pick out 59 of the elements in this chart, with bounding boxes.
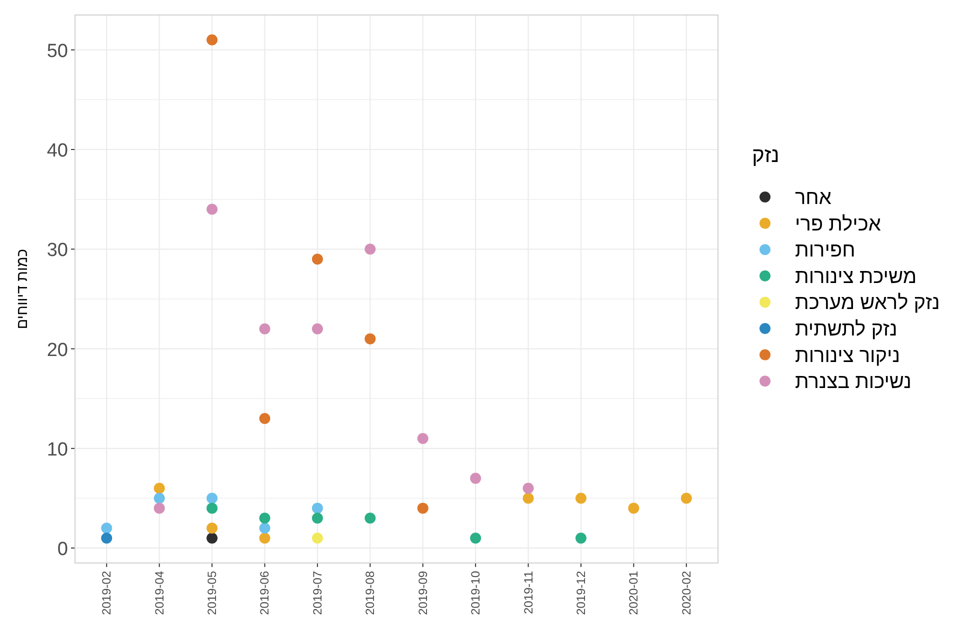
legend-label: נשיכות בצנרת xyxy=(795,371,912,394)
point xyxy=(154,502,165,514)
point xyxy=(575,532,586,544)
point xyxy=(206,204,218,215)
point xyxy=(259,532,270,544)
point xyxy=(575,492,586,504)
x-tick-label: 2019-11 xyxy=(521,570,536,614)
x-tick-label: 2019-07 xyxy=(310,570,324,616)
point xyxy=(364,333,376,344)
point xyxy=(154,482,165,494)
legend-label: נזק לראש מערכת xyxy=(795,292,940,314)
point xyxy=(154,492,165,504)
x-tick-label: 2019-12 xyxy=(574,570,588,616)
point xyxy=(522,492,534,504)
point xyxy=(206,522,218,534)
x-tick-label: 2019-02 xyxy=(100,570,114,616)
y-tick-label: 0 xyxy=(57,539,68,560)
point xyxy=(364,244,376,255)
x-tick-label: 2019-08 xyxy=(363,570,378,616)
point xyxy=(206,502,218,514)
point xyxy=(417,432,428,444)
x-tick-label: 2019-05 xyxy=(205,570,220,616)
legend-label: חפירות xyxy=(795,240,856,262)
point xyxy=(470,532,482,544)
legend-label: נזק לתשתית xyxy=(795,318,898,340)
point xyxy=(206,492,218,504)
point xyxy=(312,254,323,265)
y-tick-label: 20 xyxy=(46,340,68,361)
legend-title: נזק xyxy=(752,144,780,167)
point xyxy=(312,323,323,334)
point xyxy=(312,502,323,514)
y-tick-label: 10 xyxy=(46,439,68,460)
point xyxy=(312,512,323,524)
legend-label: אחר xyxy=(795,187,832,209)
x-tick-label: 2019-06 xyxy=(258,570,272,616)
point xyxy=(259,522,270,534)
legend-label: אכילת פרי xyxy=(795,213,882,236)
x-tick-label: 2019-04 xyxy=(152,570,166,616)
x-tick-label: 2020-01 xyxy=(626,570,641,616)
point xyxy=(206,34,218,46)
point xyxy=(470,472,482,484)
point xyxy=(680,492,692,504)
point xyxy=(259,512,270,524)
legend-label: משיכת צינורות xyxy=(795,266,917,288)
point xyxy=(364,512,376,524)
legend-label: ניקור צינורות xyxy=(795,344,900,367)
x-tick-label: 2020-02 xyxy=(679,570,694,616)
y-tick-label: 40 xyxy=(46,140,68,162)
x-tick-label: 2019-10 xyxy=(468,570,483,616)
y-tick-label: 30 xyxy=(46,240,68,262)
point xyxy=(522,482,534,494)
y-axis-title: כמות דיווחים xyxy=(14,248,31,330)
point xyxy=(628,502,640,514)
point xyxy=(259,413,270,424)
point xyxy=(259,323,270,334)
x-tick-label: 2019-09 xyxy=(416,570,430,616)
point xyxy=(417,502,428,514)
y-tick-label: 50 xyxy=(46,40,68,62)
point xyxy=(101,522,112,534)
